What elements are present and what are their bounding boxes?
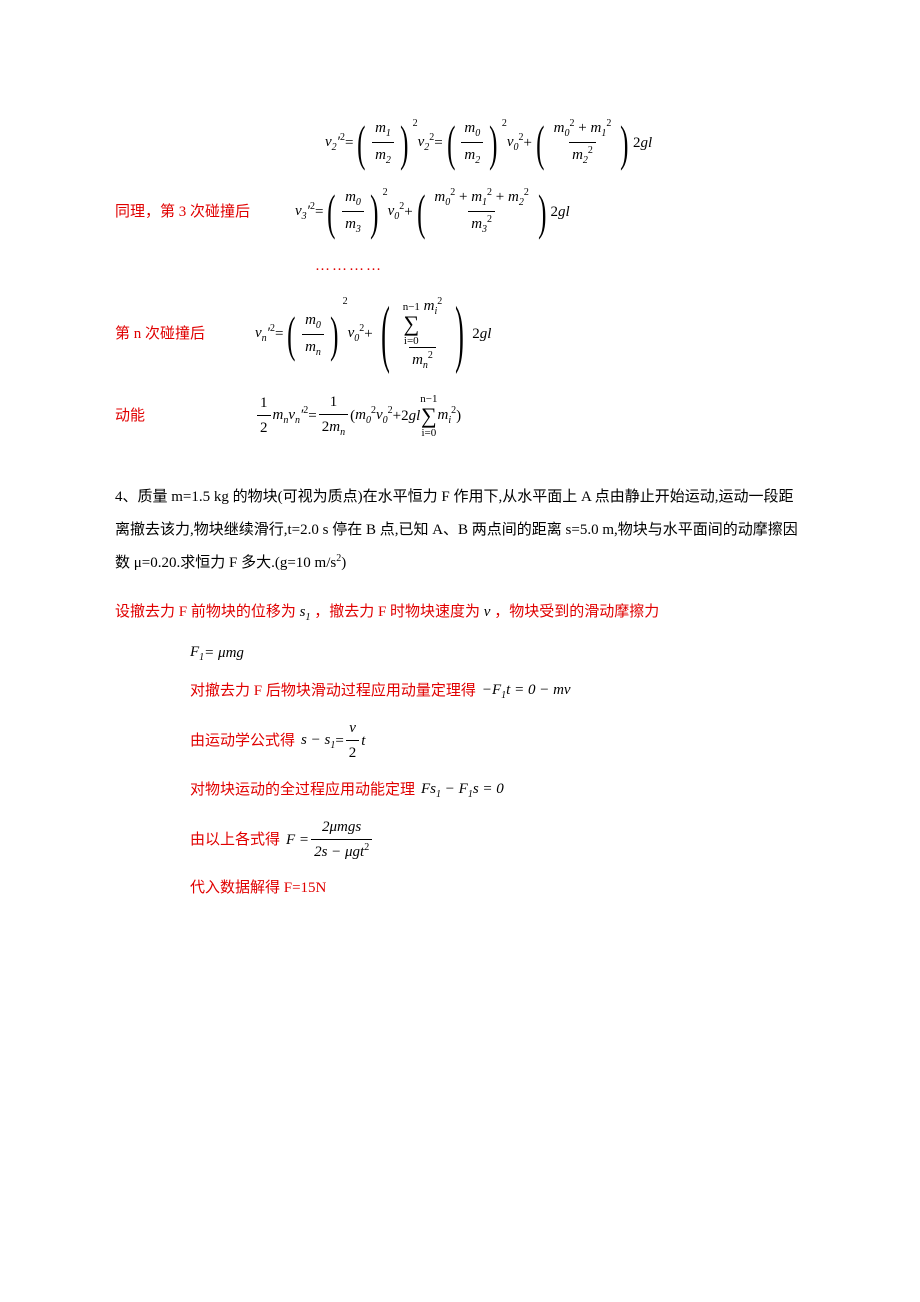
equation-3: 第 n 次碰撞后 vn′2 = ( m0mn ) 2 v02 + ( n−1∑i…	[115, 294, 805, 374]
solution-line-3: 由运动学公式得 s − s1 = v2 t	[190, 716, 805, 765]
eq4-label: 动能	[115, 404, 255, 428]
solution-intro: 设撤去力 F 前物块的位移为 s1 ，撤去力 F 时物块速度为 v ，物块受到的…	[115, 600, 805, 626]
problem-number: 4、	[115, 489, 138, 505]
sol1-eq: = μmg	[204, 641, 244, 665]
eq3-body: vn′2 = ( m0mn ) 2 v02 + ( n−1∑i=0 mi2 mn…	[255, 294, 491, 374]
eq1-body: v2′2 = ( m1m2 ) 2 v22 = ( m0m2 ) 2 v02 +…	[325, 116, 652, 169]
sol5-txt: 由以上各式得	[190, 828, 280, 852]
sol3-tail: t	[361, 729, 365, 753]
sol3-txt: 由运动学公式得	[190, 729, 295, 753]
solution-line-6: 代入数据解得 F=15N	[190, 876, 805, 900]
sol-intro-b: ，撤去力 F 时物块速度为	[314, 604, 480, 620]
sol2-txt: 对撤去力 F 后物块滑动过程应用动量定理得	[190, 679, 476, 703]
sol4-txt: 对物块运动的全过程应用动能定理	[190, 778, 415, 802]
sol-intro-c: ，物块受到的滑动摩擦力	[494, 604, 659, 620]
eq3-label: 第 n 次碰撞后	[115, 322, 255, 346]
equation-1: v2′2 = ( m1m2 ) 2 v22 = ( m0m2 ) 2 v02 +…	[325, 116, 805, 169]
eq2-body: v3′2 = ( m0m3 ) 2 v02 + ( m02 + m12 + m2…	[295, 185, 570, 238]
sol-intro-a: 设撤去力 F 前物块的位移为	[115, 604, 296, 620]
problem-text-b: )	[341, 555, 346, 571]
solution-line-5: 由以上各式得 F = 2μmgs 2s − μgt2	[190, 815, 805, 864]
solution-line-4: 对物块运动的全过程应用动能定理 Fs1 − F1s = 0	[190, 777, 805, 803]
equation-2: 同理，第 3 次碰撞后 v3′2 = ( m0m3 ) 2 v02 + ( m0…	[115, 185, 805, 238]
eq4-body: 12 mnvn′2 = 12mn ( m02v02 + 2gl n−1∑i=0 …	[255, 390, 461, 441]
problem-4: 4、质量 m=1.5 kg 的物块(可视为质点)在水平恒力 F 作用下,从水平面…	[115, 481, 805, 580]
sol5-lhs: F =	[286, 828, 309, 852]
ellipsis: …………	[315, 254, 805, 278]
equation-4: 动能 12 mnvn′2 = 12mn ( m02v02 + 2gl n−1∑i…	[115, 390, 805, 441]
eq2-label: 同理，第 3 次碰撞后	[115, 200, 295, 224]
sol3-eq: =	[335, 729, 343, 753]
sol6-txt: 代入数据解得 F=15N	[190, 876, 326, 900]
solution-line-1: F1 = μmg	[190, 640, 805, 666]
sol-intro-v: v	[484, 604, 491, 620]
solution-line-2: 对撤去力 F 后物块滑动过程应用动量定理得 −F1t = 0 − mv	[190, 678, 805, 704]
problem-text-a: 质量 m=1.5 kg 的物块(可视为质点)在水平恒力 F 作用下,从水平面上 …	[115, 489, 798, 571]
